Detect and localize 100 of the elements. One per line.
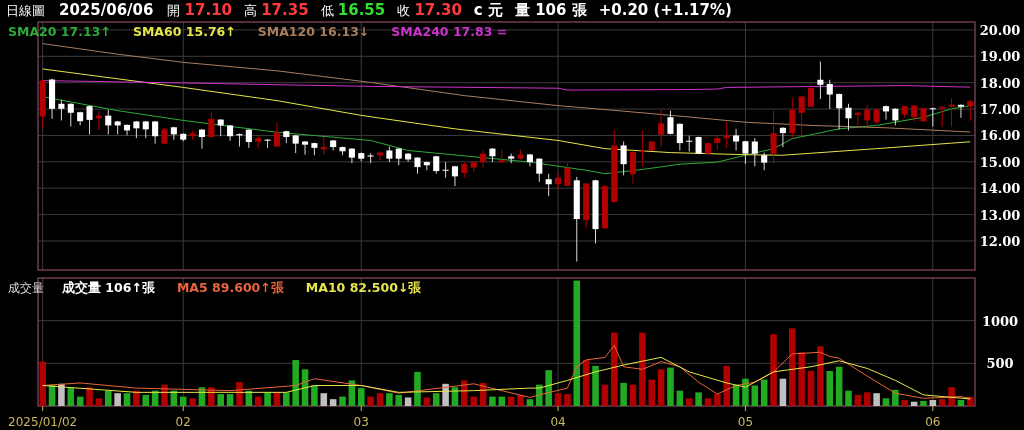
y-tick-label: 500	[986, 356, 1014, 372]
y-tick-label: 13.00	[979, 207, 1021, 223]
bar	[901, 400, 908, 406]
bar	[714, 394, 721, 406]
y-tick-label: 19.00	[979, 49, 1021, 65]
bar	[564, 394, 571, 406]
chart-title: 成交量	[8, 281, 44, 295]
candlestick	[105, 109, 112, 135]
bar	[357, 388, 365, 406]
bar	[929, 400, 937, 406]
candlestick	[658, 109, 665, 148]
bar	[404, 397, 412, 406]
text: MA5 89.600↑張	[176, 280, 285, 295]
bar	[95, 398, 103, 406]
text: 收 17.30	[397, 1, 462, 19]
chart-subtitle: 2025/06/06	[59, 1, 154, 19]
x-tick-label: 06	[925, 415, 941, 429]
bar	[657, 369, 665, 406]
candlestick	[480, 149, 487, 169]
text: SMA240 17.83 =	[391, 24, 508, 39]
candlestick	[536, 157, 543, 183]
bar	[311, 385, 318, 406]
bar	[957, 400, 965, 406]
bar	[432, 393, 440, 406]
bar	[367, 396, 374, 406]
y-tick-label: 16.00	[979, 128, 1021, 144]
bar	[217, 394, 224, 406]
bar	[639, 332, 646, 406]
candlestick	[198, 128, 206, 150]
candlestick	[208, 110, 215, 139]
bar	[695, 392, 702, 406]
bar	[292, 359, 299, 406]
bar	[142, 394, 150, 406]
bar	[554, 393, 562, 406]
text: SMA60 15.76↑	[132, 24, 236, 39]
annotation: 成交量 106↑張	[61, 280, 156, 295]
bar	[423, 397, 431, 406]
bar	[86, 387, 93, 406]
bar	[892, 389, 899, 406]
y-tick-label: 12.00	[979, 233, 1021, 249]
bar	[395, 394, 403, 406]
bar	[226, 394, 234, 406]
bar	[123, 393, 131, 406]
bar	[629, 384, 637, 406]
bar	[648, 379, 656, 406]
candlestick	[845, 103, 852, 131]
bar	[264, 392, 271, 406]
bar	[329, 399, 337, 406]
candlestick	[545, 173, 552, 197]
x-tick-label: 05	[737, 415, 754, 429]
candlestick	[423, 161, 430, 171]
bar	[517, 394, 524, 406]
bar	[573, 280, 581, 406]
bar	[817, 346, 824, 406]
candlestick	[676, 122, 683, 151]
x-tick-label: 04	[550, 415, 566, 429]
bar	[938, 399, 946, 406]
candlestick	[554, 173, 562, 190]
candlestick	[957, 103, 964, 119]
bar	[789, 328, 796, 406]
text: MA10 82.500↓張	[305, 280, 423, 295]
text: c 元	[473, 1, 503, 19]
bar	[779, 378, 787, 406]
bar	[67, 388, 75, 406]
bar	[807, 371, 815, 406]
candlestick	[629, 151, 637, 184]
bar	[610, 332, 618, 406]
line-series	[42, 68, 971, 156]
bar	[339, 396, 346, 406]
bar	[114, 393, 121, 406]
candlestick	[967, 99, 974, 122]
candlestick	[779, 126, 786, 148]
text: 低 16.55	[320, 1, 386, 19]
candlestick	[723, 121, 730, 149]
bar	[601, 384, 609, 406]
candlestick	[929, 107, 936, 127]
bar	[845, 390, 852, 406]
candlestick	[273, 121, 280, 148]
bar	[283, 392, 290, 406]
candlestick	[798, 95, 805, 137]
text: +0.20 (+1.17%)	[598, 1, 732, 19]
bar	[620, 382, 627, 406]
candlestick	[302, 140, 309, 156]
candlestick	[882, 105, 890, 121]
bar	[592, 365, 599, 406]
candlestick	[854, 111, 861, 126]
candlestick	[245, 128, 252, 149]
bar	[873, 393, 880, 406]
bar	[667, 367, 674, 406]
y-tick-label: 18.00	[979, 75, 1021, 91]
bar	[179, 396, 187, 406]
candlestick	[948, 97, 955, 127]
bar	[882, 398, 890, 406]
x-tick-label: 02	[175, 415, 191, 429]
text: SMA120 16.13↓	[257, 24, 370, 39]
candlestick	[67, 102, 74, 127]
candlestick	[836, 93, 843, 131]
bar	[133, 390, 140, 406]
bar	[704, 398, 712, 406]
bar	[967, 396, 974, 406]
